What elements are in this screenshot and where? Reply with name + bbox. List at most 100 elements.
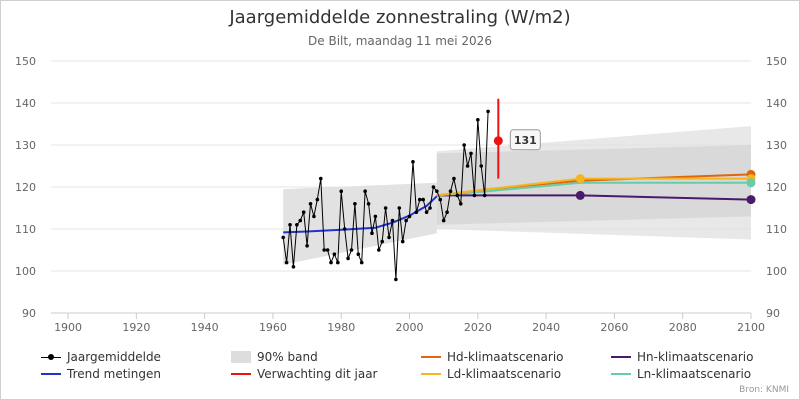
y-tick-label-right: 140 (766, 97, 787, 110)
legend-symbol-line (421, 356, 441, 358)
legend-label-hd: Hd-klimaatscenario (447, 350, 564, 364)
jaargemiddelde-point (329, 260, 333, 265)
legend-item-ln[interactable]: Ln-klimaatscenario (611, 367, 751, 381)
jaargemiddelde-point (435, 189, 439, 193)
forecast-point (493, 136, 503, 146)
observed-90pct-band (283, 182, 437, 265)
forecast-label-box (509, 129, 541, 151)
scenario-marker (575, 174, 585, 184)
jaargemiddelde-point (417, 197, 422, 202)
y-tick-label-left: 100 (15, 265, 36, 278)
legend-symbol-ln (611, 368, 631, 380)
x-tick-label: 2100 (737, 321, 765, 334)
jaargemiddelde-point (397, 206, 402, 210)
y-tick-label-left: 90 (22, 307, 36, 320)
legend-label-trend: Trend metingen (67, 367, 161, 381)
jaargemiddelde-point (441, 218, 446, 223)
legend-symbol-line (41, 373, 61, 375)
jaargemiddelde-point (400, 239, 405, 244)
scenario-marker (575, 190, 585, 200)
jaargemiddelde-point (445, 210, 449, 214)
x-tick-label: 1980 (327, 321, 355, 334)
legend-symbol-jaargemiddelde (41, 351, 61, 363)
jaargemiddelde-point (469, 151, 473, 156)
jaargemiddelde-point (404, 218, 408, 223)
jaargemiddelde-point (465, 164, 470, 168)
jaargemiddelde-point (288, 223, 292, 227)
jaargemiddelde-point (424, 210, 429, 214)
jaargemiddelde-point (377, 248, 381, 252)
legend-item-verwachting[interactable]: Verwachting dit jaar (231, 367, 378, 381)
legend-item-band[interactable]: 90% band (231, 350, 318, 364)
legend-symbol-hd (421, 351, 441, 363)
jaargemiddelde-point (394, 277, 398, 282)
x-tick-label: 2060 (600, 321, 628, 334)
jaargemiddelde-point (462, 143, 466, 147)
jaargemiddelde-point (336, 260, 340, 265)
legend-symbol-trend (41, 368, 61, 380)
y-tick-label-right: 130 (766, 139, 787, 152)
jaargemiddelde-point (383, 206, 388, 210)
source-credit: Bron: KNMI (739, 385, 789, 395)
jaargemiddelde-point (305, 244, 309, 248)
legend-item-hn[interactable]: Hn-klimaatscenario (611, 350, 753, 364)
x-tick-label: 1920 (122, 321, 150, 334)
jaargemiddelde-point (359, 260, 364, 265)
legend-symbol-line (231, 373, 251, 375)
jaargemiddelde-point (380, 239, 385, 244)
x-tick-label: 1940 (191, 321, 219, 334)
jaargemiddelde-point (363, 189, 367, 193)
jaargemiddelde-point (301, 210, 306, 214)
jaargemiddelde-point (452, 176, 456, 181)
legend-item-ld[interactable]: Ld-klimaatscenario (421, 367, 561, 381)
jaargemiddelde-point (482, 193, 487, 198)
scenario-marker (746, 195, 756, 205)
jaargemiddelde-point (315, 197, 320, 202)
legend-item-jaargemiddelde[interactable]: Jaargemiddelde (41, 350, 161, 364)
legend-symbol-band (231, 351, 251, 363)
legend: Jaargemiddelde 90% band Hd-klimaatscenar… (41, 350, 781, 386)
y-tick-label-left: 150 (15, 55, 36, 68)
forecast-label-text: 131 (514, 134, 537, 147)
legend-item-trend[interactable]: Trend metingen (41, 367, 161, 381)
chart-subtitle: De Bilt, maandag 11 mei 2026 (308, 34, 492, 48)
legend-symbol-line (611, 373, 631, 375)
y-tick-label-right: 120 (766, 181, 787, 194)
jaargemiddelde-point (312, 214, 316, 219)
y-tick-label-right: 90 (766, 307, 780, 320)
chart-title: Jaargemiddelde zonnestraling (W/m2) (229, 7, 571, 28)
y-tick-label-left: 120 (15, 181, 36, 194)
jaargemiddelde-point (332, 252, 337, 256)
y-tick-label-left: 110 (15, 223, 36, 236)
jaargemiddelde-point (356, 252, 361, 256)
scenario-marker (746, 178, 756, 188)
jaargemiddelde-point (281, 235, 285, 240)
jaargemiddelde-point (438, 197, 443, 202)
jaargemiddelde-point (284, 260, 289, 265)
jaargemiddelde-point (353, 202, 357, 206)
jaargemiddelde-point (455, 193, 460, 198)
jaargemiddelde-point (366, 202, 371, 206)
jaargemiddelde-point (486, 109, 490, 114)
x-tick-label: 2000 (396, 321, 424, 334)
jaargemiddelde-point (370, 231, 374, 235)
jaargemiddelde-point (322, 248, 326, 252)
legend-label-band: 90% band (257, 350, 318, 364)
legend-label-ln: Ln-klimaatscenario (637, 367, 752, 381)
legend-symbol-dot (48, 354, 54, 360)
legend-label-jaargemiddelde: Jaargemiddelde (67, 350, 161, 364)
forecast-label: 131 (509, 129, 541, 151)
x-tick-label: 2020 (464, 321, 492, 334)
x-tick-label: 1900 (54, 321, 82, 334)
jaargemiddelde-point (298, 218, 303, 223)
jaargemiddelde-point (291, 265, 296, 269)
chart-plot: 90 90 100 100 110 110 120 120 130 130 140 140 150 150… (15, 55, 787, 334)
jaargemiddelde-point (479, 164, 484, 168)
jaargemiddelde-point (458, 202, 463, 206)
jaargemiddelde-point (431, 185, 436, 189)
y-tick-label-right: 110 (766, 223, 787, 236)
jaargemiddelde-point (339, 189, 344, 193)
legend-symbol-line (611, 356, 631, 358)
jaargemiddelde-point (411, 160, 415, 164)
legend-item-hd[interactable]: Hd-klimaatscenario (421, 350, 564, 364)
